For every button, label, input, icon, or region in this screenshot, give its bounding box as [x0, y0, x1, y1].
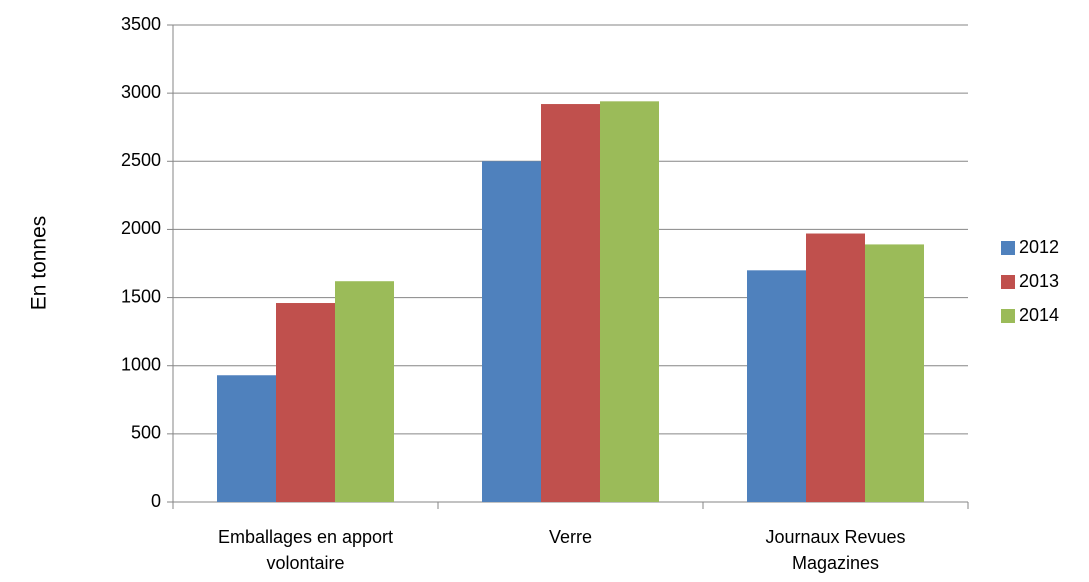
y-tick-label: 500	[131, 423, 161, 443]
legend-label: 2013	[1019, 271, 1059, 291]
legend-swatch	[1001, 275, 1015, 289]
x-tick-label: Emballages en apport volontaire	[217, 527, 394, 573]
legend-label: 2012	[1019, 237, 1059, 257]
y-tick-label: 0	[151, 491, 161, 511]
legend-swatch	[1001, 241, 1015, 255]
y-axis-title: En tonnes	[28, 216, 51, 311]
x-tick-label: Journaux Revues Magazines	[765, 527, 906, 573]
bar	[482, 161, 541, 503]
y-tick-label: 2500	[121, 150, 161, 170]
bar	[217, 375, 276, 502]
legend-label: 2014	[1019, 305, 1059, 325]
y-tick-label: 1500	[121, 286, 161, 306]
bar	[335, 281, 394, 502]
y-tick-label: 3500	[121, 14, 161, 34]
x-tick-label: Verre	[548, 527, 593, 547]
bar	[600, 101, 659, 502]
bar	[747, 270, 806, 502]
bar	[865, 244, 924, 503]
y-tick-label: 3000	[121, 82, 161, 102]
y-tick-label: 1000	[121, 354, 161, 374]
bar	[276, 303, 335, 502]
bar	[806, 233, 865, 502]
y-tick-label: 2000	[121, 218, 161, 238]
legend-swatch	[1001, 309, 1015, 323]
bar	[541, 104, 600, 502]
